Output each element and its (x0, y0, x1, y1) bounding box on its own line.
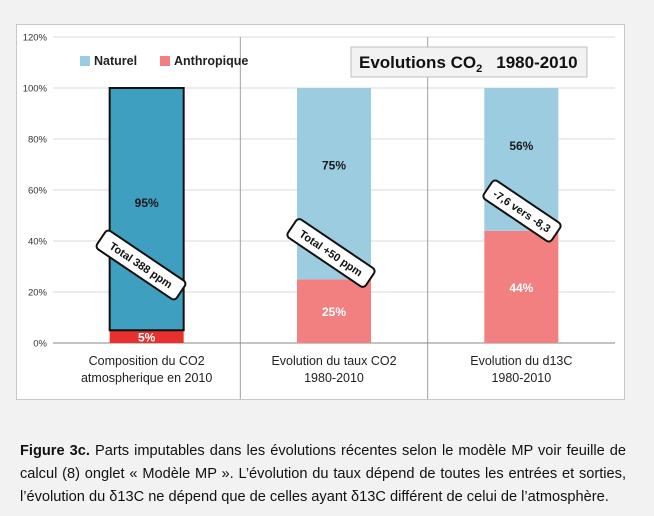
data-label-naturel: 95% (135, 196, 159, 210)
y-tick-label: 120% (23, 33, 48, 44)
x-category-label: Evolution du taux CO2 (271, 354, 396, 368)
caption-text: Parts imputables dans les évolutions réc… (20, 442, 627, 505)
y-tick-label: 20% (28, 288, 48, 299)
legend-label-anthropique: Anthropique (174, 54, 248, 68)
data-label-anthropique: 5% (138, 331, 156, 345)
data-label-naturel: 75% (322, 159, 346, 173)
data-label-anthropique: 25% (322, 305, 346, 319)
chart-area: 0% 20% 40% 60% 80% 100% 120% 5% 95% Composition d… (16, 24, 625, 400)
y-tick-label: 60% (28, 186, 48, 197)
figure-caption: Figure 3c. Parts imputables dans les évo… (20, 440, 626, 509)
title-box (350, 46, 588, 78)
legend-label-naturel: Naturel (94, 54, 137, 68)
x-category-label: 1980-2010 (304, 371, 364, 385)
y-tick-label: 40% (28, 237, 48, 248)
stacked-bar-chart: 0% 20% 40% 60% 80% 100% 120% 5% 95% Composition d… (23, 33, 615, 399)
x-category-label: Evolution du d13C (470, 354, 572, 368)
x-category-label: Composition du CO2 (89, 354, 205, 368)
data-label-naturel: 56% (509, 139, 533, 153)
y-tick-label: 80% (28, 135, 48, 146)
annotation-frame (286, 218, 376, 288)
bar-anthropique (297, 279, 371, 343)
x-category-label: atmospherique en 2010 (81, 371, 212, 385)
legend-swatch-naturel (80, 56, 90, 66)
chart-title: Evolutions CO2 1980-2010 (359, 53, 578, 75)
y-tick-label: 0% (33, 339, 47, 350)
annotation-frame (482, 179, 562, 243)
caption-label: Figure 3c. (20, 442, 90, 459)
bar-anthropique (484, 230, 559, 343)
x-category-label: 1980-2010 (491, 371, 551, 385)
annotation-frame (95, 229, 187, 301)
data-label-anthropique: 44% (509, 281, 533, 295)
bar-anthropique (109, 330, 184, 343)
legend-swatch-anthropique (160, 56, 170, 66)
y-tick-label: 100% (23, 84, 48, 95)
